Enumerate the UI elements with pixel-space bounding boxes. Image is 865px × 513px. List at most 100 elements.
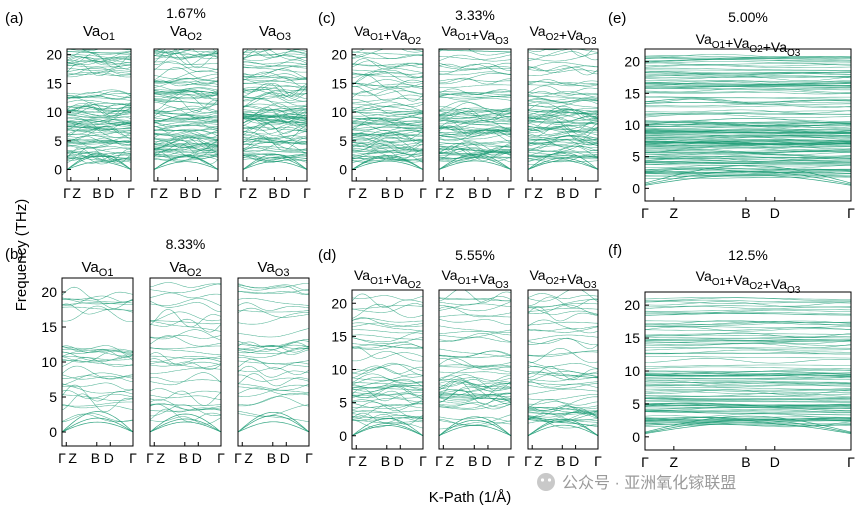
panel-title-subscript: O1 <box>99 267 114 279</box>
optical-branch <box>150 404 221 417</box>
optical-branch <box>645 175 851 178</box>
acoustic-branch <box>243 153 307 170</box>
optical-branch <box>67 126 131 138</box>
band-lines <box>528 49 598 170</box>
band-lines <box>67 49 131 170</box>
x-tick-label: Γ <box>419 185 427 201</box>
panel-title: VaO1 <box>82 259 114 279</box>
concentration-label: 3.33% <box>455 7 495 23</box>
optical-branch <box>67 104 131 109</box>
optical-branch <box>243 77 307 82</box>
x-tick-label: Γ <box>641 454 649 470</box>
optical-branch <box>645 164 851 167</box>
optical-branch <box>645 61 851 64</box>
optical-branch <box>238 374 309 382</box>
optical-branch <box>528 155 598 158</box>
y-tick-label: 5 <box>49 389 57 405</box>
x-tick-label: Γ <box>594 453 602 469</box>
optical-branch <box>150 394 221 400</box>
optical-branch <box>238 302 309 311</box>
optical-branch <box>238 347 309 354</box>
optical-branch <box>243 95 307 107</box>
optical-branch <box>352 60 423 69</box>
optical-branch <box>154 151 218 158</box>
optical-branch <box>439 110 511 116</box>
optical-branch <box>150 360 221 368</box>
optical-branch <box>62 372 133 386</box>
optical-branch <box>67 147 131 154</box>
optical-branch <box>528 125 598 129</box>
optical-branch <box>645 357 851 364</box>
optical-branch <box>439 348 511 358</box>
acoustic-branch <box>439 160 511 170</box>
optical-branch <box>243 88 307 99</box>
y-tick-label: 10 <box>331 362 347 378</box>
x-tick-label: D <box>394 453 404 469</box>
optical-branch <box>154 128 218 133</box>
optical-branch <box>67 156 131 165</box>
optical-branch <box>238 289 309 294</box>
optical-branch <box>439 67 511 72</box>
optical-branch <box>352 82 423 88</box>
panel-title-part: Va <box>82 259 100 276</box>
optical-branch <box>243 121 307 129</box>
optical-branch <box>62 413 133 423</box>
optical-branch <box>67 49 131 52</box>
optical-branch <box>67 67 131 74</box>
optical-branch <box>528 51 598 61</box>
optical-branch <box>439 125 511 134</box>
optical-branch <box>352 344 423 349</box>
optical-branch <box>528 296 598 308</box>
optical-branch <box>352 51 423 56</box>
optical-branch <box>67 72 131 76</box>
panel-title-subscript: O3 <box>787 48 801 59</box>
optical-branch <box>645 96 851 100</box>
optical-branch <box>352 120 423 131</box>
optical-branch <box>62 306 133 311</box>
y-tick-label: 20 <box>331 295 347 311</box>
optical-branch <box>352 70 423 85</box>
optical-branch <box>645 98 851 104</box>
optical-branch <box>150 390 221 406</box>
optical-branch <box>528 126 598 133</box>
concentration-label: 5.00% <box>728 9 768 25</box>
optical-branch <box>528 91 598 97</box>
optical-branch <box>645 75 851 78</box>
optical-branch <box>439 96 511 101</box>
optical-branch <box>439 130 511 140</box>
optical-branch <box>62 286 133 300</box>
optical-branch <box>439 147 511 157</box>
optical-branch <box>352 346 423 359</box>
optical-branch <box>352 101 423 107</box>
optical-branch <box>439 301 511 312</box>
optical-branch <box>645 87 851 90</box>
optical-branch <box>439 290 511 303</box>
optical-branch <box>439 393 511 397</box>
optical-branch <box>238 310 309 313</box>
panel-title-part: +Va <box>725 35 749 51</box>
optical-branch <box>439 101 511 111</box>
optical-branch <box>154 61 218 65</box>
optical-branch <box>67 92 131 100</box>
optical-branch <box>154 115 218 124</box>
optical-branch <box>154 148 218 152</box>
x-tick-label: Z <box>159 185 168 201</box>
optical-branch <box>645 65 851 68</box>
optical-branch <box>62 401 133 407</box>
optical-branch <box>352 363 423 372</box>
optical-branch <box>154 80 218 85</box>
optical-branch <box>67 53 131 59</box>
optical-branch <box>67 60 131 69</box>
optical-branch <box>154 117 218 122</box>
optical-branch <box>439 397 511 401</box>
optical-branch <box>154 129 218 137</box>
optical-branch <box>150 355 221 360</box>
optical-branch <box>62 355 133 361</box>
optical-branch <box>67 110 131 117</box>
optical-branch <box>645 405 851 412</box>
panel-title: VaO1+VaO2+VaO3 <box>696 31 801 59</box>
optical-branch <box>243 131 307 141</box>
optical-branch <box>528 366 598 380</box>
optical-branch <box>243 152 307 158</box>
